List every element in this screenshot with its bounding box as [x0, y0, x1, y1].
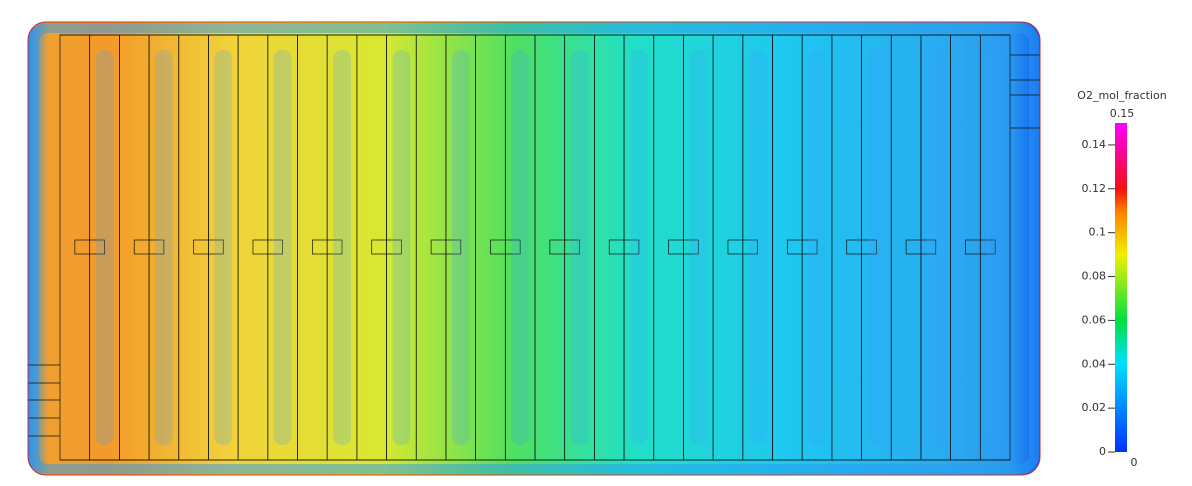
channel-core: [392, 50, 411, 445]
channel-core: [808, 50, 826, 445]
flow-channels: [28, 34, 1040, 461]
channel-core: [155, 50, 173, 445]
channel-core: [630, 50, 648, 445]
channel-core: [689, 50, 708, 445]
colorbar-max: 0.15: [1110, 107, 1135, 120]
tick-label: 0.12: [1082, 182, 1107, 195]
channel-core: [570, 50, 589, 445]
channel-core: [867, 50, 886, 445]
tick-label: 0: [1099, 445, 1106, 458]
channel-core: [511, 50, 529, 445]
channel-core: [748, 50, 767, 445]
channel-core: [95, 50, 114, 445]
channel-core: [273, 50, 292, 445]
tick-label: 0.02: [1082, 401, 1107, 414]
channel-core: [214, 50, 233, 445]
tick-label: 0.04: [1082, 357, 1107, 370]
colorbar-min: 0: [1131, 456, 1138, 469]
channel-core: [986, 50, 1004, 445]
tick-label: 0.08: [1082, 270, 1107, 283]
tick-label: 0.14: [1082, 138, 1107, 151]
colorbar: O2_mol_fraction 0.15 0 0 0.02 0.04 0.06 0.08…: [1077, 89, 1166, 469]
channel-core: [333, 50, 351, 445]
colorbar-scale: [1115, 123, 1127, 452]
tick-label: 0.1: [1089, 226, 1107, 239]
tick-label: 0.06: [1082, 313, 1107, 326]
outline: [27, 21, 1041, 476]
colorbar-title: O2_mol_fraction: [1077, 89, 1166, 102]
wall-layer: [29, 23, 1039, 474]
field: [28, 22, 1040, 475]
channel-core: [926, 50, 945, 445]
channel-core: [451, 50, 470, 445]
